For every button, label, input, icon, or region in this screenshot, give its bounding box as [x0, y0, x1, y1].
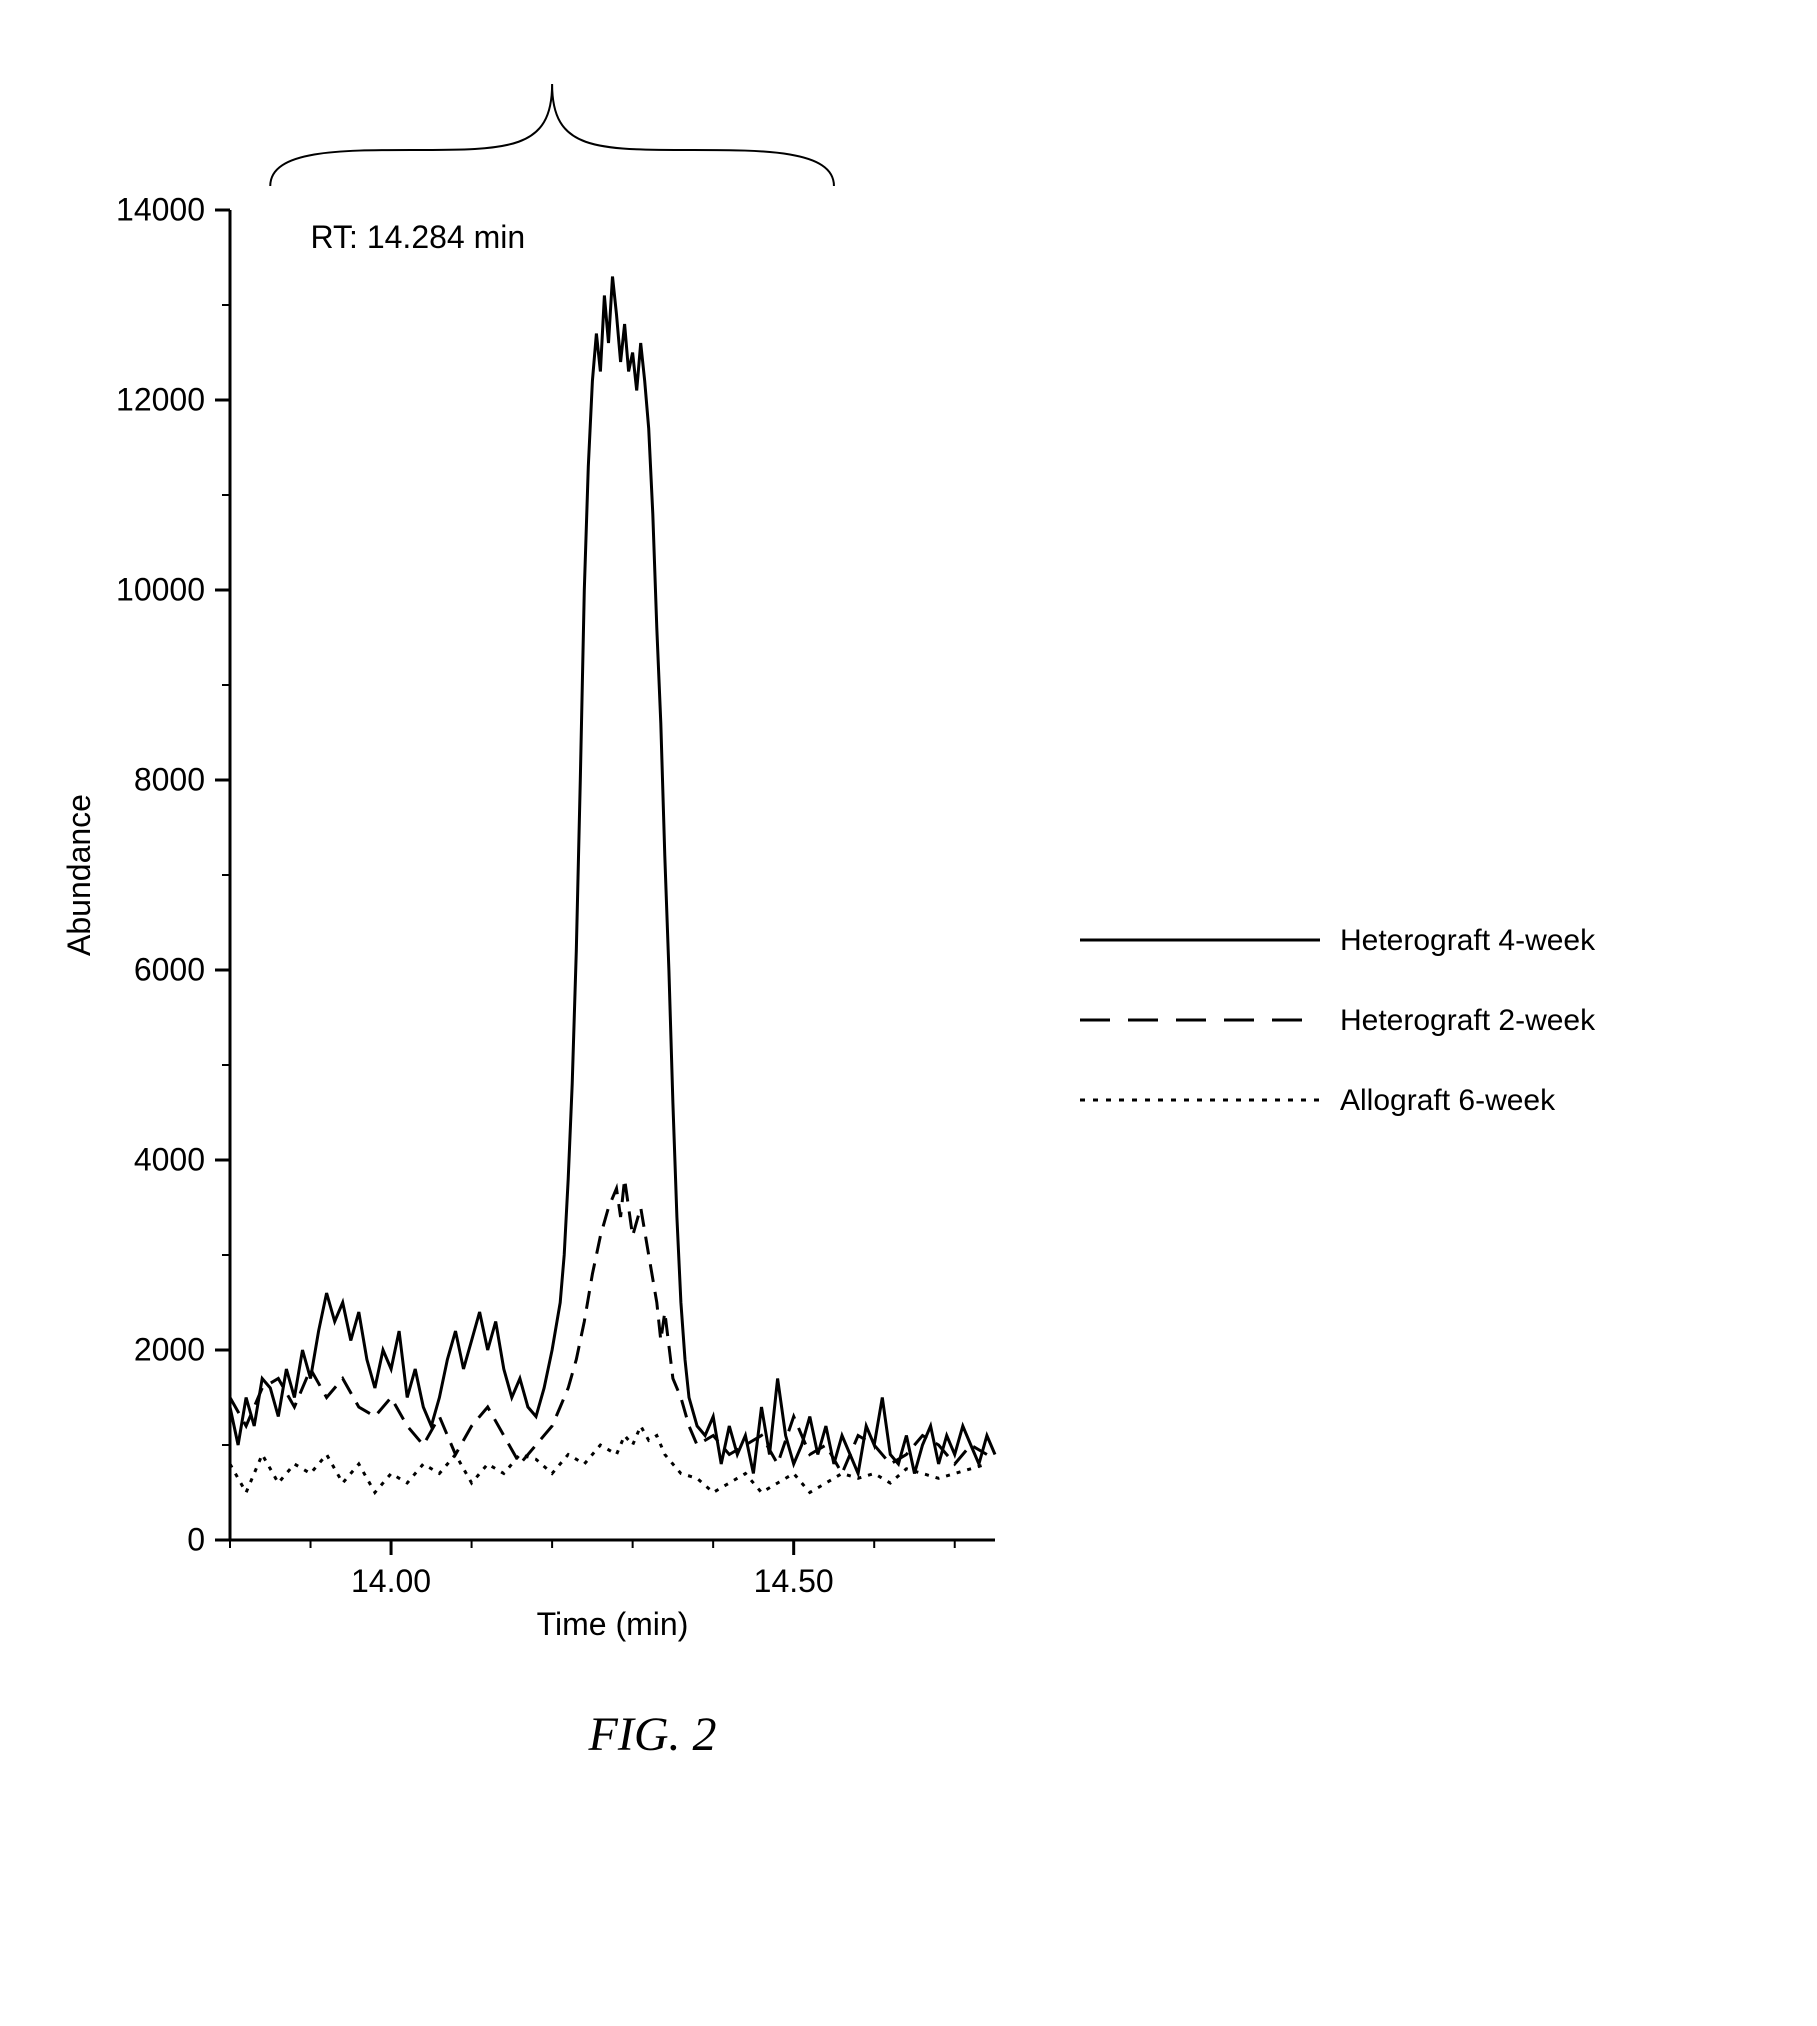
chromatogram-chart: 0 2000 4000 6000 8000 10000 12000 14000 14.00 14.…: [0, 0, 1817, 2021]
y-tick-label: 14000: [116, 192, 205, 228]
legend-label: Heterograft 4-week: [1340, 924, 1596, 957]
y-tick-label: 8000: [134, 762, 205, 798]
figure-page: 0 2000 4000 6000 8000 10000 12000 14000 14.00 14.…: [0, 0, 1817, 2021]
series-line: [230, 1426, 987, 1493]
series-line: [230, 277, 995, 1474]
y-tick-label: 6000: [134, 952, 205, 988]
x-axis-label: Time (min): [537, 1606, 689, 1642]
figure-caption: FIG. 2: [588, 1708, 717, 1761]
y-tick-label: 4000: [134, 1142, 205, 1178]
y-tick-label: 10000: [116, 572, 205, 608]
legend-label: Heterograft 2-week: [1340, 1004, 1596, 1037]
brace-icon: [270, 84, 834, 186]
x-tick-label: 14.50: [754, 1563, 834, 1599]
y-tick-label: 12000: [116, 382, 205, 418]
y-tick-label: 2000: [134, 1332, 205, 1368]
legend-label: Allograft 6-week: [1340, 1084, 1556, 1117]
rt-annotation: RT: 14.284 min: [311, 219, 526, 255]
x-tick-label: 14.00: [351, 1563, 431, 1599]
y-tick-label: 0: [187, 1522, 205, 1558]
y-axis-label: Abundance: [61, 794, 97, 956]
series-line: [230, 1179, 987, 1474]
axes: [230, 210, 995, 1540]
